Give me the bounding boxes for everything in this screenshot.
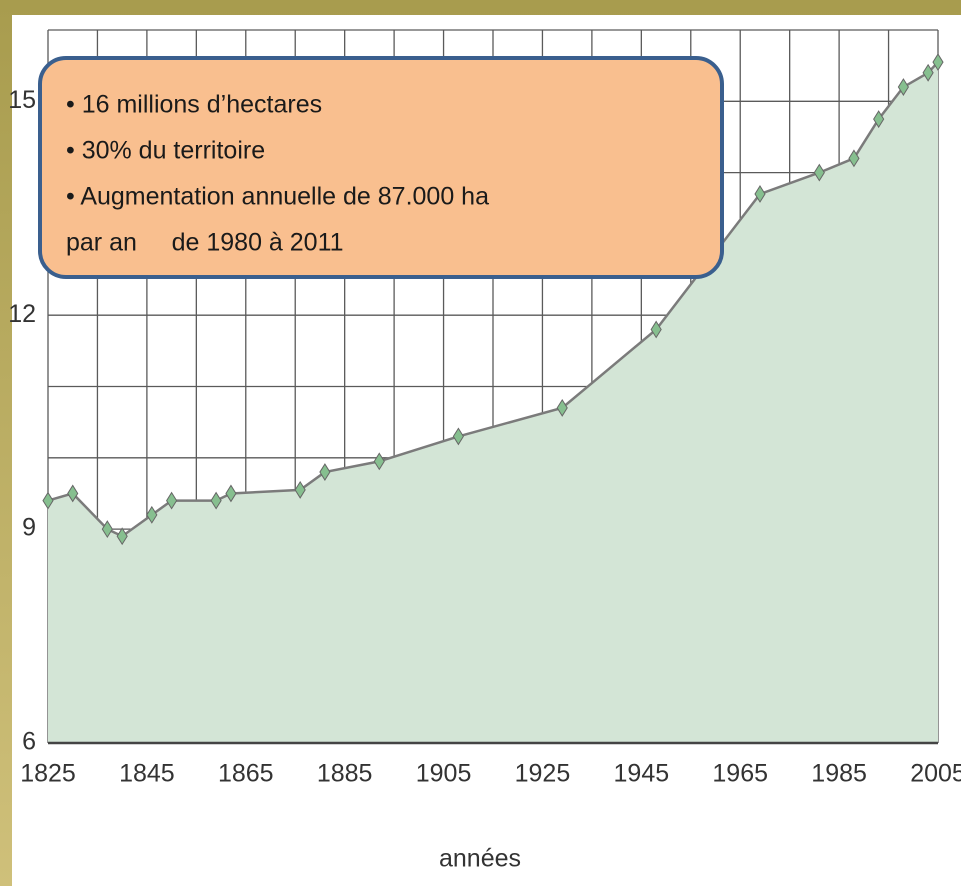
x-tick-label: 1965 [712,760,768,788]
x-tick-label: 1865 [218,760,274,788]
annotation-line: • 30% du territoire [66,137,265,165]
x-tick-label: 2005 [910,760,961,788]
x-axis-label: années [439,845,521,873]
marker [873,110,885,129]
marker [146,505,158,524]
marker [897,78,909,96]
marker [319,463,331,482]
x-tick-label: 1885 [317,760,373,788]
annotation-line: • Augmentation annuelle de 87.000 ha [66,183,489,211]
labels: 1825 1845 1865 1885 1905 1925 1945 1965 1985 2005… [8,86,961,788]
marker [225,484,237,503]
marker [101,520,113,539]
area [48,62,938,743]
x-tick-label: 1945 [614,760,670,788]
y-tick-label: 12 [8,300,36,328]
marker [166,491,178,510]
marker [556,398,568,417]
x-tick-label: 1845 [119,760,175,788]
marker [42,491,54,510]
annotation-box [38,56,724,279]
x-tick-label: 1905 [416,760,472,788]
annotation-line: • 16 millions d’hectares [66,91,322,119]
x-tick-label: 1825 [20,760,76,788]
marker [848,149,860,168]
marker [932,53,944,72]
marker [116,527,128,546]
marker [754,185,766,203]
marks [42,53,944,745]
marker [67,484,79,503]
marker [294,480,306,499]
marker [813,163,825,182]
marker [922,63,934,82]
x-tick-label: 1925 [515,760,571,788]
x-tick-label: 1985 [811,760,867,788]
annotation-line: par an de 1980 à 2011 [66,229,344,257]
marker [452,427,464,446]
y-tick-label: 9 [22,514,36,542]
y-tick-label: 6 [22,728,36,756]
annotation: • 16 millions d’hectares • 30% du territo… [66,91,489,257]
marker [373,452,385,471]
marker [210,491,222,510]
marker [650,320,662,339]
y-tick-label: 15 [8,86,36,114]
